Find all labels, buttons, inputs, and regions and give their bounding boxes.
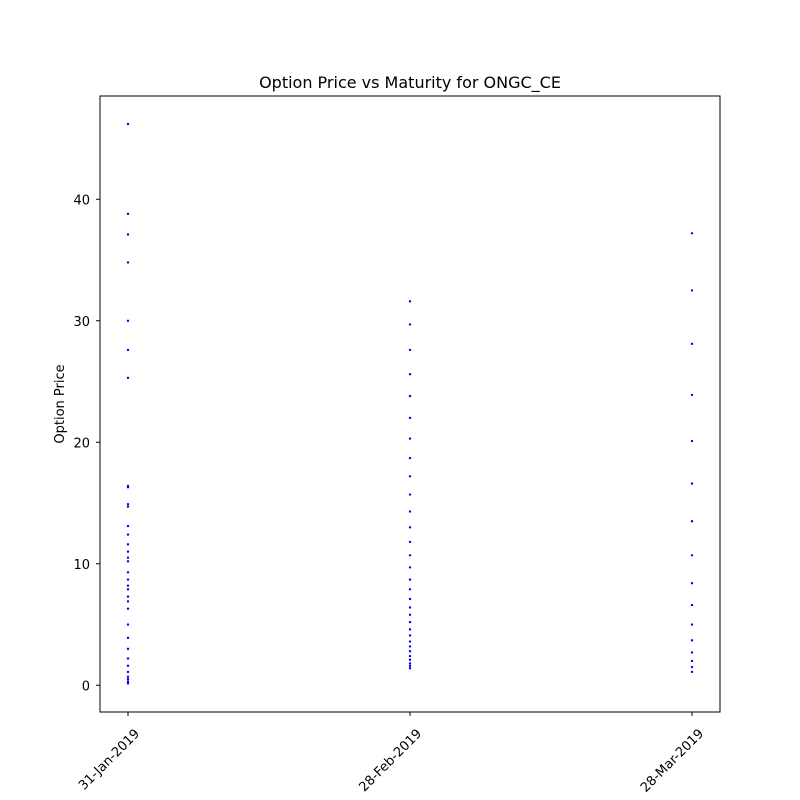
data-point bbox=[690, 342, 694, 346]
data-point bbox=[690, 665, 694, 669]
data-point bbox=[408, 526, 412, 529]
data-point bbox=[408, 664, 412, 668]
data-point bbox=[126, 533, 130, 536]
y-tick-label: 20 bbox=[73, 436, 90, 451]
x-axis: 31-Jan-2019 28-Feb-2019 28-Mar-2019 bbox=[76, 712, 707, 796]
data-point bbox=[690, 482, 694, 485]
data-point bbox=[690, 439, 694, 443]
data-point bbox=[126, 486, 130, 489]
data-point bbox=[126, 560, 130, 563]
data-point bbox=[408, 667, 412, 670]
plot-area bbox=[99, 95, 721, 713]
data-point bbox=[690, 639, 694, 642]
data-point bbox=[126, 505, 130, 508]
data-point bbox=[126, 675, 130, 678]
data-point bbox=[126, 571, 130, 574]
data-point bbox=[690, 520, 694, 523]
data-point bbox=[408, 540, 412, 544]
data-point bbox=[126, 319, 130, 322]
data-point bbox=[126, 584, 130, 587]
data-point bbox=[408, 650, 412, 653]
data-point bbox=[126, 677, 130, 681]
data-point bbox=[690, 623, 694, 626]
data-point bbox=[126, 623, 130, 626]
y-tick-label: 30 bbox=[73, 315, 90, 330]
x-tick-label: 28-Mar-2019 bbox=[638, 726, 707, 795]
data-point bbox=[690, 393, 694, 397]
data-point bbox=[126, 636, 130, 640]
data-point bbox=[408, 606, 412, 609]
data-point bbox=[126, 212, 130, 216]
data-point bbox=[408, 475, 412, 478]
data-point bbox=[126, 682, 130, 685]
x-tick-label: 31-Jan-2019 bbox=[76, 726, 143, 793]
data-point bbox=[126, 122, 130, 126]
data-point bbox=[408, 394, 412, 398]
data-point bbox=[408, 578, 412, 581]
data-point bbox=[126, 524, 130, 528]
y-axis: 0 10 20 30 40 bbox=[73, 193, 100, 694]
data-point bbox=[126, 647, 130, 651]
data-point bbox=[126, 670, 130, 674]
data-point bbox=[126, 543, 130, 546]
data-point bbox=[126, 233, 130, 236]
axes-frame bbox=[99, 95, 721, 713]
data-point bbox=[690, 670, 694, 674]
data-point bbox=[408, 628, 412, 631]
data-point bbox=[408, 373, 412, 376]
y-tick-label: 10 bbox=[73, 558, 90, 573]
data-point bbox=[408, 437, 412, 440]
data-point bbox=[690, 289, 694, 292]
data-point bbox=[408, 658, 412, 661]
y-axis-label: Option Price bbox=[53, 364, 68, 443]
data-point bbox=[126, 664, 130, 668]
data-point bbox=[408, 510, 412, 513]
data-point bbox=[690, 651, 694, 654]
data-point bbox=[126, 376, 130, 380]
data-point bbox=[408, 323, 412, 326]
data-point bbox=[408, 493, 412, 496]
data-point bbox=[408, 645, 412, 648]
data-point bbox=[126, 550, 130, 553]
data-point bbox=[408, 300, 412, 303]
data-point bbox=[408, 613, 412, 617]
data-point bbox=[408, 554, 412, 557]
y-tick-label: 0 bbox=[82, 679, 90, 694]
data-point bbox=[408, 640, 412, 643]
data-point bbox=[690, 232, 694, 235]
data-point bbox=[690, 554, 694, 557]
data-point bbox=[126, 261, 130, 264]
data-point bbox=[126, 588, 130, 591]
data-point bbox=[408, 597, 412, 601]
chart-title: Option Price vs Maturity for ONGC_CE bbox=[259, 73, 561, 93]
data-point bbox=[408, 588, 412, 591]
data-point bbox=[126, 680, 130, 683]
data-point bbox=[408, 416, 412, 420]
data-point bbox=[126, 595, 130, 598]
data-point bbox=[690, 603, 694, 607]
data-point bbox=[126, 600, 130, 603]
data-point bbox=[408, 620, 412, 624]
data-point bbox=[126, 348, 130, 352]
data-point bbox=[126, 556, 130, 559]
data-point bbox=[408, 634, 412, 637]
data-point bbox=[408, 566, 412, 569]
data-point bbox=[408, 654, 412, 658]
y-tick-label: 40 bbox=[73, 193, 90, 208]
data-point bbox=[126, 657, 130, 660]
data-point bbox=[408, 456, 412, 460]
data-point bbox=[408, 348, 412, 352]
data-point bbox=[408, 662, 412, 665]
x-tick-label: 28-Feb-2019 bbox=[356, 726, 425, 795]
data-point bbox=[126, 578, 130, 581]
data-point bbox=[126, 503, 130, 506]
data-point bbox=[126, 607, 130, 610]
data-point bbox=[690, 582, 694, 585]
data-point bbox=[690, 659, 694, 663]
data-points bbox=[126, 122, 694, 685]
